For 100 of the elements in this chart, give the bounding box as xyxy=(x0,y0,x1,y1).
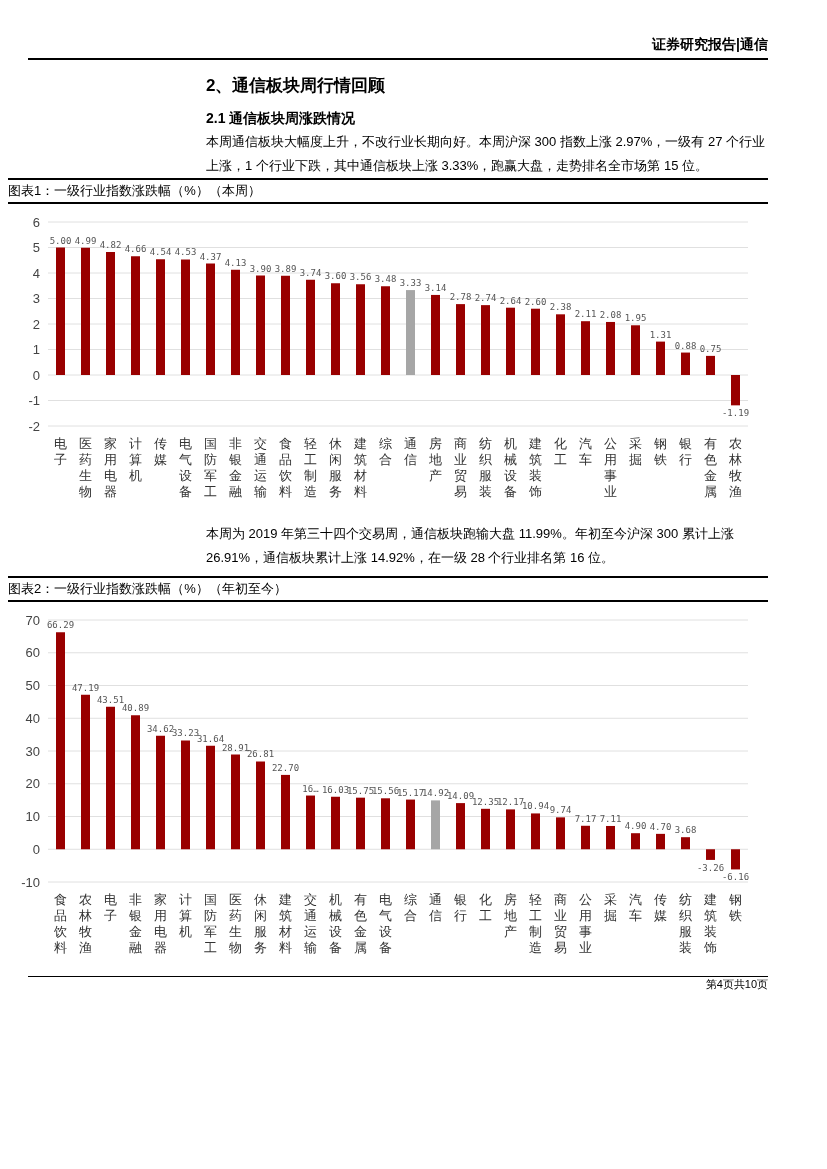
bar xyxy=(256,761,265,850)
data-label: 2.08 xyxy=(599,309,622,320)
x-tick-label: 家用电器 xyxy=(154,892,167,955)
bar xyxy=(456,803,465,850)
data-label: 0.75 xyxy=(699,343,722,354)
data-label: 4.99 xyxy=(74,235,97,246)
x-tick-label: 轻工制造 xyxy=(304,436,317,499)
x-tick-label: 采掘 xyxy=(604,892,617,923)
x-tick-label: 交通运输 xyxy=(254,436,267,499)
bar xyxy=(81,247,90,375)
y-tick-label: -2 xyxy=(28,418,40,434)
bar xyxy=(531,813,540,850)
data-label: 4.82 xyxy=(99,240,122,251)
x-tick-label: 钢铁 xyxy=(653,436,667,467)
data-label: 4.70 xyxy=(649,821,672,832)
x-tick-label: 汽车 xyxy=(579,436,592,467)
bar xyxy=(81,694,90,850)
data-label: 2.11 xyxy=(574,309,597,320)
bar xyxy=(656,341,665,375)
x-tick-label: 采掘 xyxy=(629,436,642,467)
bar xyxy=(631,325,640,375)
y-tick-label: 0 xyxy=(32,841,40,857)
x-tick-label: 银行 xyxy=(453,892,467,923)
bar xyxy=(706,355,715,375)
bar xyxy=(331,283,340,375)
bar xyxy=(356,284,365,375)
text: 2.1 通信板块周涨跌情况 xyxy=(206,109,357,128)
x-tick-label: 建筑装饰 xyxy=(528,436,542,499)
y-tick-label: 40 xyxy=(25,710,40,726)
x-tick-label: 电子 xyxy=(54,436,67,467)
data-label: 16… xyxy=(302,783,320,794)
chart-title: 图表2：一级行业指数涨跌幅（%）（年初至今） xyxy=(8,576,768,602)
bar xyxy=(581,321,590,375)
data-label: 4.13 xyxy=(224,257,247,268)
data-label: 3.56 xyxy=(349,272,372,283)
bar xyxy=(506,809,515,850)
bar xyxy=(106,252,115,375)
x-tick-label: 商业贸易 xyxy=(454,436,467,499)
x-tick-label: 公用事业 xyxy=(579,892,592,955)
x-tick-label: 有色金属 xyxy=(354,892,367,955)
data-label: 3.89 xyxy=(274,263,297,274)
data-label: 3.90 xyxy=(249,263,272,274)
x-tick-label: 食品饮料 xyxy=(53,892,67,955)
bar xyxy=(581,825,590,850)
x-tick-label: 非银金融 xyxy=(228,436,242,499)
x-tick-label: 非银金融 xyxy=(128,892,142,955)
data-label: 3.60 xyxy=(324,271,347,282)
x-tick-label: 国防军工 xyxy=(204,436,217,499)
x-tick-label: 银行 xyxy=(678,436,692,467)
data-label: 4.53 xyxy=(174,247,197,258)
bar xyxy=(481,808,490,850)
y-tick-label: 30 xyxy=(25,743,40,759)
chart-title: 图表1：一级行业指数涨跌幅（%）（本周） xyxy=(8,178,768,204)
x-tick-label: 有色金属 xyxy=(704,436,717,499)
bar xyxy=(181,259,190,375)
x-tick-label: 通信 xyxy=(429,892,442,923)
data-label: 22.70 xyxy=(271,762,300,773)
x-tick-label: 纺织服装 xyxy=(479,436,492,499)
bar xyxy=(431,294,440,375)
bar xyxy=(656,833,665,850)
x-tick-label: 化工 xyxy=(479,892,492,923)
data-label: 9.74 xyxy=(549,805,572,816)
x-tick-label: 建筑装饰 xyxy=(703,892,717,955)
data-label: 43.51 xyxy=(96,694,125,705)
bar xyxy=(706,849,715,860)
x-tick-label: 计算机 xyxy=(179,892,192,939)
x-tick-label: 医药生物 xyxy=(79,436,92,499)
x-tick-label: 钢铁 xyxy=(728,892,742,923)
bar xyxy=(281,275,290,375)
bar xyxy=(456,304,465,375)
bar xyxy=(131,256,140,375)
x-tick-label: 电子 xyxy=(104,892,117,923)
data-label: 3.68 xyxy=(674,825,697,836)
data-label: 66.29 xyxy=(46,620,75,631)
y-tick-label: 10 xyxy=(25,809,40,825)
x-tick-label: 商业贸易 xyxy=(554,892,567,955)
bar xyxy=(331,796,340,850)
x-tick-label: 公用事业 xyxy=(604,436,617,499)
y-tick-label: 20 xyxy=(25,776,40,792)
y-tick-label: 70 xyxy=(25,612,40,628)
x-tick-label: 国防军工 xyxy=(204,892,217,955)
bar xyxy=(606,825,615,850)
bar xyxy=(431,800,440,850)
data-label: 3.48 xyxy=(374,274,397,285)
x-tick-label: 休闲服务 xyxy=(329,436,342,499)
x-tick-label: 机械设备 xyxy=(504,436,517,499)
y-tick-label: 4 xyxy=(32,265,40,281)
bar xyxy=(156,735,165,850)
bar xyxy=(381,798,390,850)
x-tick-label: 医药生物 xyxy=(229,892,242,955)
bar xyxy=(131,715,140,850)
data-label: 4.90 xyxy=(624,821,647,832)
y-tick-label: 60 xyxy=(25,645,40,661)
bar xyxy=(556,817,565,850)
bar xyxy=(56,247,65,375)
x-tick-label: 电气设备 xyxy=(379,892,392,955)
data-label: 40.89 xyxy=(121,703,150,714)
bar xyxy=(381,286,390,375)
x-tick-label: 汽车 xyxy=(629,892,642,923)
y-tick-label: 0 xyxy=(32,367,40,383)
